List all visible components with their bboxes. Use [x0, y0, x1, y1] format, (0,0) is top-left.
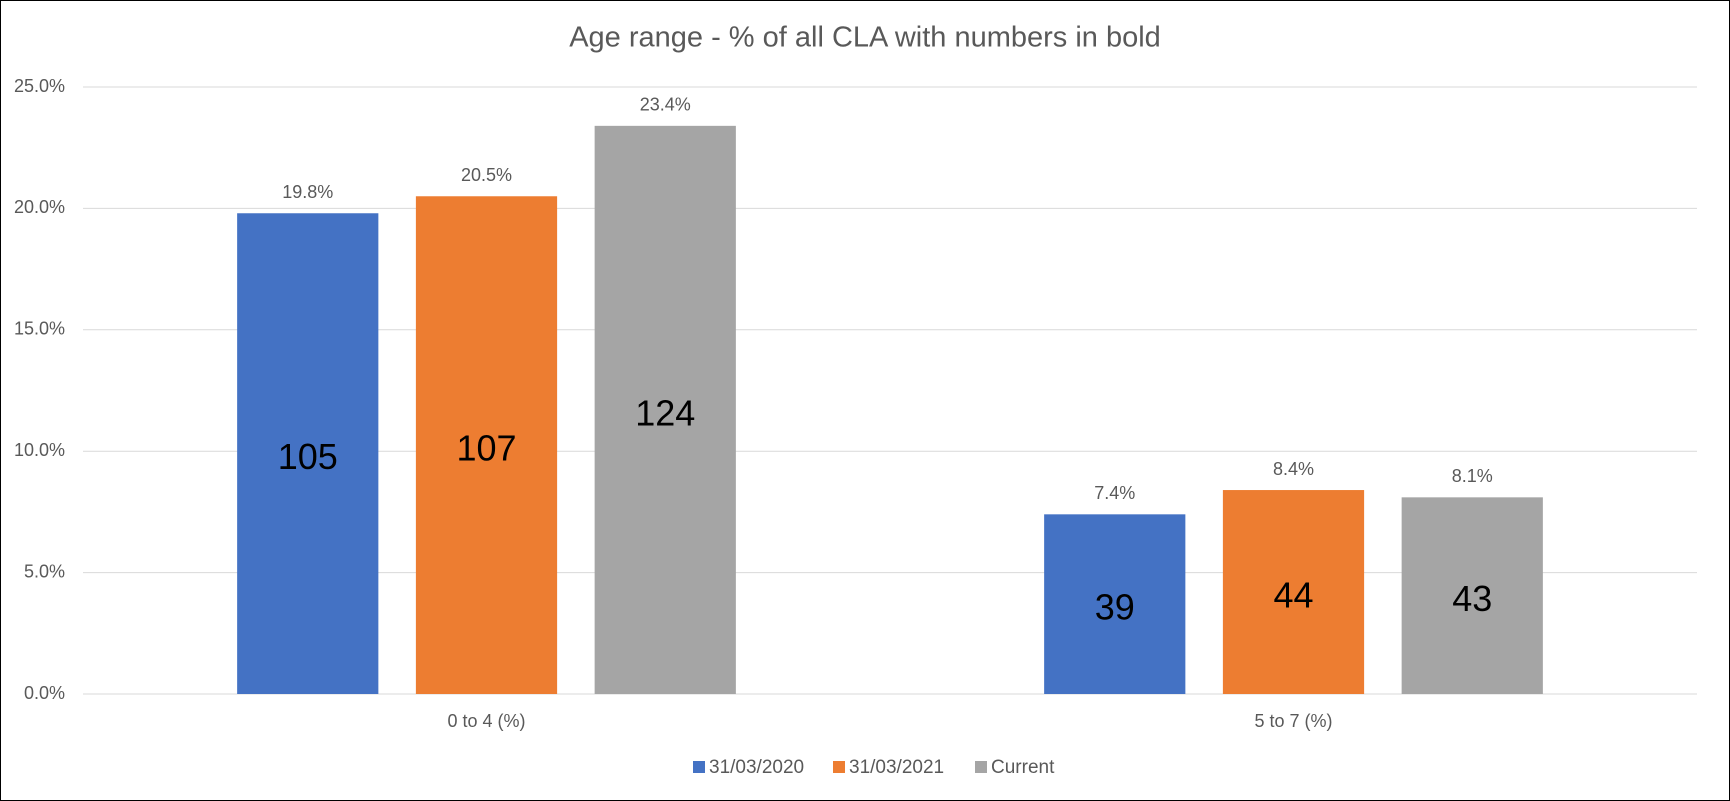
bar	[1044, 514, 1186, 694]
x-tick-label: 5 to 7 (%)	[1254, 711, 1332, 731]
data-label: 20.5%	[461, 165, 512, 185]
x-tick-label: 0 to 4 (%)	[447, 711, 525, 731]
legend-label: 31/03/2021	[849, 757, 944, 778]
bar	[1401, 497, 1543, 694]
legend-label: Current	[991, 757, 1055, 778]
count-label: 39	[1095, 587, 1135, 628]
bar	[1222, 490, 1365, 694]
y-tick-label: 20.0%	[14, 197, 65, 217]
count-label: 124	[635, 392, 695, 433]
data-label: 7.4%	[1094, 483, 1135, 503]
data-label: 8.4%	[1273, 459, 1314, 479]
count-label: 44	[1273, 575, 1313, 616]
bar	[594, 125, 736, 694]
y-tick-label: 25.0%	[14, 76, 65, 96]
data-label: 23.4%	[640, 95, 691, 115]
bar	[237, 213, 379, 695]
bar	[415, 196, 558, 694]
data-label: 19.8%	[282, 182, 333, 202]
legend-label: 31/03/2020	[709, 757, 804, 778]
legend-swatch	[975, 761, 987, 773]
y-tick-label: 10.0%	[14, 440, 65, 460]
chart-title: Age range - % of all CLA with numbers in…	[569, 22, 1161, 54]
legend-swatch	[833, 761, 845, 773]
y-tick-label: 0.0%	[24, 683, 65, 703]
data-label: 8.1%	[1452, 466, 1493, 486]
y-tick-label: 15.0%	[14, 319, 65, 339]
count-label: 105	[278, 436, 338, 477]
legend-swatch	[693, 761, 705, 773]
y-tick-label: 5.0%	[24, 561, 65, 581]
count-label: 43	[1452, 578, 1492, 619]
count-label: 107	[456, 428, 516, 469]
